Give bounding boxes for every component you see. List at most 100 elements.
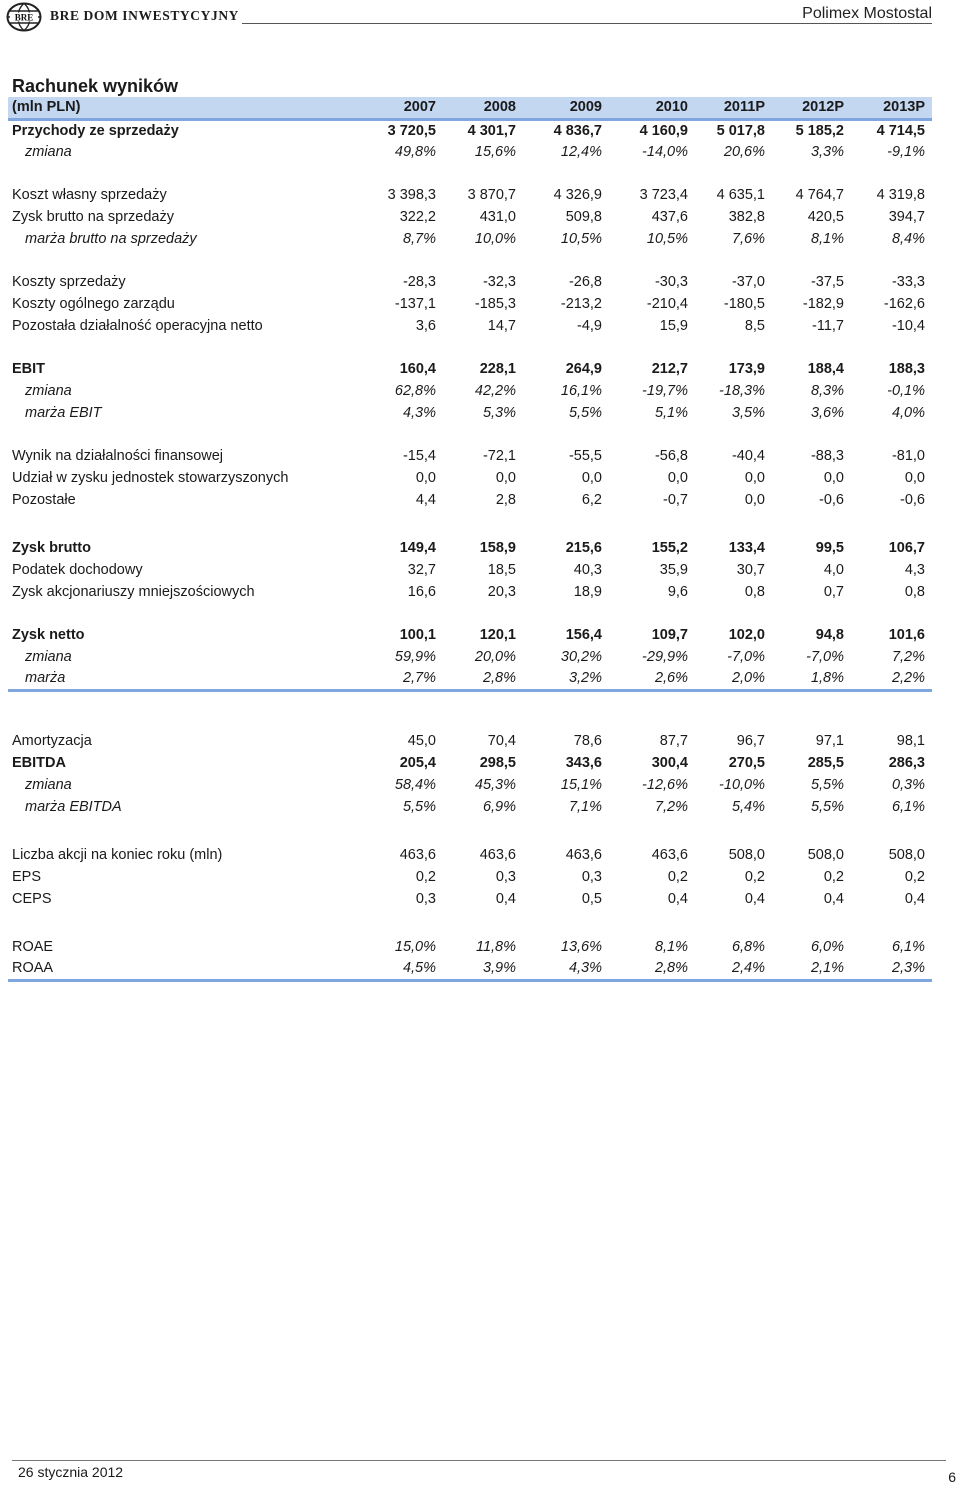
value-cell: 2,3% [851, 958, 932, 982]
value-cell: 4 635,1 [716, 187, 765, 203]
value-cell: 0,0 [415, 470, 436, 486]
value-cell: 508,0 [888, 847, 925, 863]
value-cell: 7,2% [891, 649, 925, 665]
value-cell: 13,6% [560, 939, 602, 955]
value-cell: 431,0 [479, 209, 516, 225]
value-cell: 94,8 [815, 627, 844, 643]
value-cell: 149,4 [399, 540, 436, 556]
page-header: BRE BRE DOM INWESTYCYJNY Polimex Mostost… [0, 0, 960, 34]
page-title: Rachunek wyników [12, 76, 179, 96]
row-label: Zysk akcjonariuszy mniejszościowych [12, 584, 255, 600]
value-cell: 0,4 [904, 891, 925, 907]
value-cell: 10,5% [560, 231, 602, 247]
value-cell: 0,0 [581, 470, 602, 486]
value-cell: 6,1% [891, 799, 925, 815]
row-zysk-brutto-sprzedaz: Zysk brutto na sprzedaży 322,2 431,0 509,8 4… [8, 206, 932, 228]
row-przychody: Przychody ze sprzedaży 3 720,5 4 301,7 4 83… [8, 119, 932, 141]
value-cell: 133,4 [728, 540, 765, 556]
year-header: 2013P [851, 97, 932, 121]
value-cell: -26,8 [568, 274, 602, 290]
value-cell: 15,9 [659, 318, 688, 334]
value-cell: 343,6 [565, 755, 602, 771]
value-cell: -213,2 [560, 296, 602, 312]
value-cell: 32,7 [407, 562, 436, 578]
row-wynik-finansowy: Wynik na działalności finansowej -15,4 -72… [8, 445, 932, 467]
value-cell: 0,3 [415, 891, 436, 907]
row-label: Koszty sprzedaży [12, 274, 126, 290]
value-cell: -30,3 [654, 274, 688, 290]
value-cell: 8,5 [744, 318, 765, 334]
value-cell: 4,5% [363, 958, 443, 982]
value-cell: 0,0 [667, 470, 688, 486]
row-label: marża EBITDA [25, 799, 122, 815]
value-cell: 2,4% [695, 958, 772, 982]
row-label: ROAA [8, 958, 363, 982]
value-cell: 463,6 [399, 847, 436, 863]
value-cell: 5,5% [810, 777, 844, 793]
value-cell: 6,2 [581, 492, 602, 508]
value-cell: 58,4% [394, 777, 436, 793]
value-cell: 106,7 [888, 540, 925, 556]
value-cell: -180,5 [723, 296, 765, 312]
value-cell: 18,5 [487, 562, 516, 578]
value-cell: 120,1 [479, 627, 516, 643]
value-cell: -15,4 [402, 448, 436, 464]
value-cell: 0,2 [744, 869, 765, 885]
row-liczba-akcji: Liczba akcji na koniec roku (mln) 463,6 46… [8, 844, 932, 866]
row-label: Pozostałe [12, 492, 76, 508]
value-cell: 4,4 [415, 492, 436, 508]
value-cell: 2,2% [851, 668, 932, 692]
value-cell: -11,7 [812, 318, 844, 334]
row-label: EBITDA [12, 755, 66, 771]
value-cell: 2,8% [443, 668, 523, 692]
row-label: zmiana [25, 777, 72, 793]
value-cell: 212,7 [651, 361, 688, 377]
value-cell: -32,3 [482, 274, 516, 290]
row-label: Udział w zysku jednostek stowarzyszonych [12, 470, 289, 486]
row-label: marża [8, 668, 363, 692]
value-cell: -72,1 [482, 448, 516, 464]
value-cell: -37,5 [810, 274, 844, 290]
value-cell: 3 723,4 [639, 187, 688, 203]
row-label: Koszty ogólnego zarządu [12, 296, 175, 312]
value-cell: 14,7 [487, 318, 516, 334]
value-cell: 156,4 [565, 627, 602, 643]
value-cell: 0,8 [744, 584, 765, 600]
row-label: Zysk netto [12, 627, 85, 643]
value-cell: -0,1% [887, 383, 925, 399]
value-cell: 437,6 [651, 209, 688, 225]
year-header: 2007 [363, 97, 443, 121]
value-cell: 5 185,2 [795, 122, 844, 139]
unit-label: (mln PLN) [8, 97, 363, 121]
row-marza-ebitda: marża EBITDA 5,5% 6,9% 7,1% 7,2% 5,4% 5,5% 6,1% [8, 796, 932, 818]
row-ebit-zmiana: zmiana 62,8% 42,2% 16,1% -19,7% -18,3% 8,3% -0,… [8, 380, 932, 402]
row-marza-brutto: marża brutto na sprzedaży 8,7% 10,0% 10,5% 1… [8, 228, 932, 250]
value-cell: 0,7 [823, 584, 844, 600]
value-cell: 205,4 [399, 755, 436, 771]
value-cell: 45,3% [474, 777, 516, 793]
row-ceps: CEPS 0,3 0,4 0,5 0,4 0,4 0,4 0,4 [8, 888, 932, 910]
value-cell: 158,9 [479, 540, 516, 556]
value-cell: 420,5 [807, 209, 844, 225]
value-cell: 8,1% [654, 939, 688, 955]
value-cell: 2,1% [772, 958, 851, 982]
value-cell: 6,8% [731, 939, 765, 955]
row-label: zmiana [25, 144, 72, 160]
value-cell: 508,0 [728, 847, 765, 863]
value-cell: 322,2 [399, 209, 436, 225]
row-label: Liczba akcji na koniec roku (mln) [12, 847, 223, 863]
value-cell: 298,5 [479, 755, 516, 771]
row-udzial-stowarzyszonych: Udział w zysku jednostek stowarzyszonych… [8, 467, 932, 489]
income-statement-table: (mln PLN) 2007 2008 2009 2010 2011P 2012P 2013P… [8, 97, 932, 982]
value-cell: 3,5% [731, 405, 765, 421]
value-cell: 0,2 [667, 869, 688, 885]
value-cell: 508,0 [807, 847, 844, 863]
row-label: zmiana [25, 383, 72, 399]
value-cell: 5,3% [482, 405, 516, 421]
row-label: EPS [12, 869, 42, 885]
value-cell: 15,6% [474, 144, 516, 160]
value-cell: 59,9% [394, 649, 436, 665]
value-cell: 100,1 [399, 627, 436, 643]
header-row: (mln PLN) 2007 2008 2009 2010 2011P 2012P 2013P [8, 97, 932, 121]
value-cell: 382,8 [728, 209, 765, 225]
